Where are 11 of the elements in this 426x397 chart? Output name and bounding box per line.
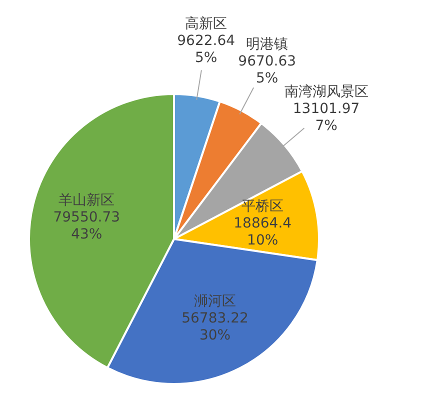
slice-label: 羊山新区 [58, 192, 115, 208]
data-label: 56783.22 30% [182, 310, 248, 344]
data-label: 79550.73 43% [53, 209, 120, 242]
slice-label: 高新区 [185, 16, 228, 32]
slice-label: 平桥区 [242, 198, 284, 214]
data-label: 9622.64 5% [177, 33, 236, 66]
data-label: 13101.97 7% [292, 101, 360, 134]
slice-label: 明港镇 [246, 36, 288, 53]
data-label: 18864.4 10% [234, 215, 292, 248]
slice-label: 南湾湖风景区 [284, 84, 368, 100]
slice-label: 浉河区 [194, 294, 236, 310]
